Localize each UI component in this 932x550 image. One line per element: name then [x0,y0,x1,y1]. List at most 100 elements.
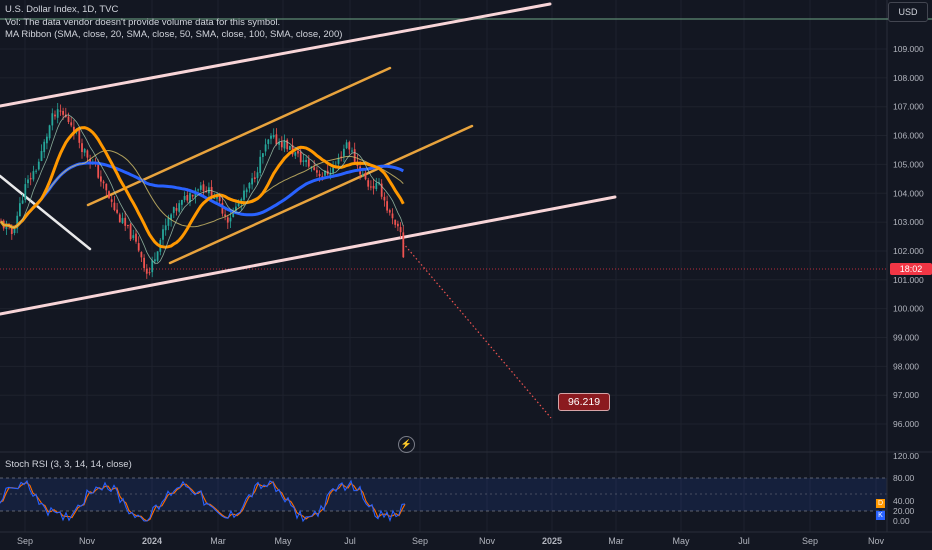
lightning-icon[interactable]: ⚡ [398,436,415,453]
candle-body [307,159,310,167]
candle-body [175,208,178,211]
candle-body [251,178,253,185]
target-price-label[interactable]: 96.219 [558,393,610,411]
candle-body [302,160,305,162]
candle-body [235,206,237,212]
stoch-rsi-lines [0,479,406,523]
candle-body [32,171,35,180]
candle-body [351,150,353,152]
ma-ribbon-legend[interactable]: MA Ribbon (SMA, close, 20, SMA, close, 5… [5,29,343,40]
candle-body [73,126,75,134]
candle-body [199,185,202,190]
candle-body [43,141,46,153]
time-tick-label: Nov [479,536,496,546]
time-tick-label: Sep [17,536,33,546]
candle-body [294,152,297,156]
time-tick-label: Nov [79,536,96,546]
orange-channel-lower [168,124,474,265]
candle-body [256,172,259,178]
candle-body [148,272,151,274]
candle-body [54,114,56,117]
time-tick-label: May [274,536,292,546]
candle-body [267,139,270,144]
candle-body [37,161,40,170]
candle-body [272,135,275,138]
candle-body [278,142,280,145]
candle-body [402,232,405,258]
time-tick-label: Nov [868,536,885,546]
candle-body [324,170,326,176]
price-tick-label: 106.000 [893,131,924,141]
white-trendline [0,174,92,251]
candle-body [343,148,345,157]
candle-body [183,195,186,200]
candle-body [83,149,86,153]
candle-body [283,141,286,149]
candle-body [27,179,29,184]
ma-ribbon [0,114,405,264]
candle-body [156,251,159,261]
price-tick-label: 101.000 [893,275,924,285]
candle-body [19,203,21,217]
candle-body [337,157,340,164]
candle-body [375,183,378,190]
price-tick-label: 105.000 [893,159,924,169]
candle-body [361,174,364,176]
candle-body [151,260,154,273]
candle-body [46,136,48,144]
candle-body [197,189,199,191]
candle-body [318,173,321,177]
candle-body [316,170,318,173]
time-tick-label: 2024 [142,536,162,546]
candle-body [116,209,118,213]
oscillator-tick-label: 20.00 [893,506,915,516]
candle-body [289,145,291,150]
candle-body [5,225,8,229]
candle-body [399,227,402,233]
candle-body [391,213,394,219]
candle-body [89,159,91,164]
trendlines[interactable] [0,2,617,316]
time-tick-label: 2025 [542,536,562,546]
candle-body [299,151,302,163]
price-tick-label: 99.000 [893,333,919,343]
candle-body [221,202,224,214]
price-tick-label: 103.000 [893,217,924,227]
symbol-title[interactable]: U.S. Dollar Index, 1D, TVC [5,4,119,15]
candle-body [162,229,164,240]
candle-body [16,215,19,229]
candle-body [108,191,110,199]
candle-body [237,203,240,207]
candle-body [275,134,278,145]
candle-body [218,195,221,202]
candle-body [81,143,83,153]
candle-body [226,217,229,223]
time-tick-label: Mar [210,536,226,546]
candle-body [262,153,264,158]
time-tick-label: Sep [412,536,428,546]
candle-body [154,259,156,262]
candle-body [143,257,145,269]
candle-body [10,225,13,235]
stoch-rsi-legend[interactable]: Stoch RSI (3, 3, 14, 14, close) [5,459,132,470]
candle-body [56,109,59,118]
candle-body [394,219,397,225]
candle-body [210,186,213,199]
candle-body [59,110,62,112]
candle-body [388,210,391,213]
candle-body [280,141,283,148]
candle-body [202,184,205,192]
candle-body [35,170,37,172]
last-price-tag: 18:02 [890,263,932,275]
candle-body [286,139,289,150]
candle-body [229,217,232,222]
candle-body [167,217,170,226]
time-tick-label: Jul [738,536,750,546]
currency-button[interactable]: USD [888,2,928,22]
lower-channel-line [0,195,617,316]
candle-body [129,224,132,240]
candle-body [253,177,256,180]
volume-note: Vol: The data vendor doesn't provide vol… [5,17,281,28]
candle-body [367,180,370,187]
